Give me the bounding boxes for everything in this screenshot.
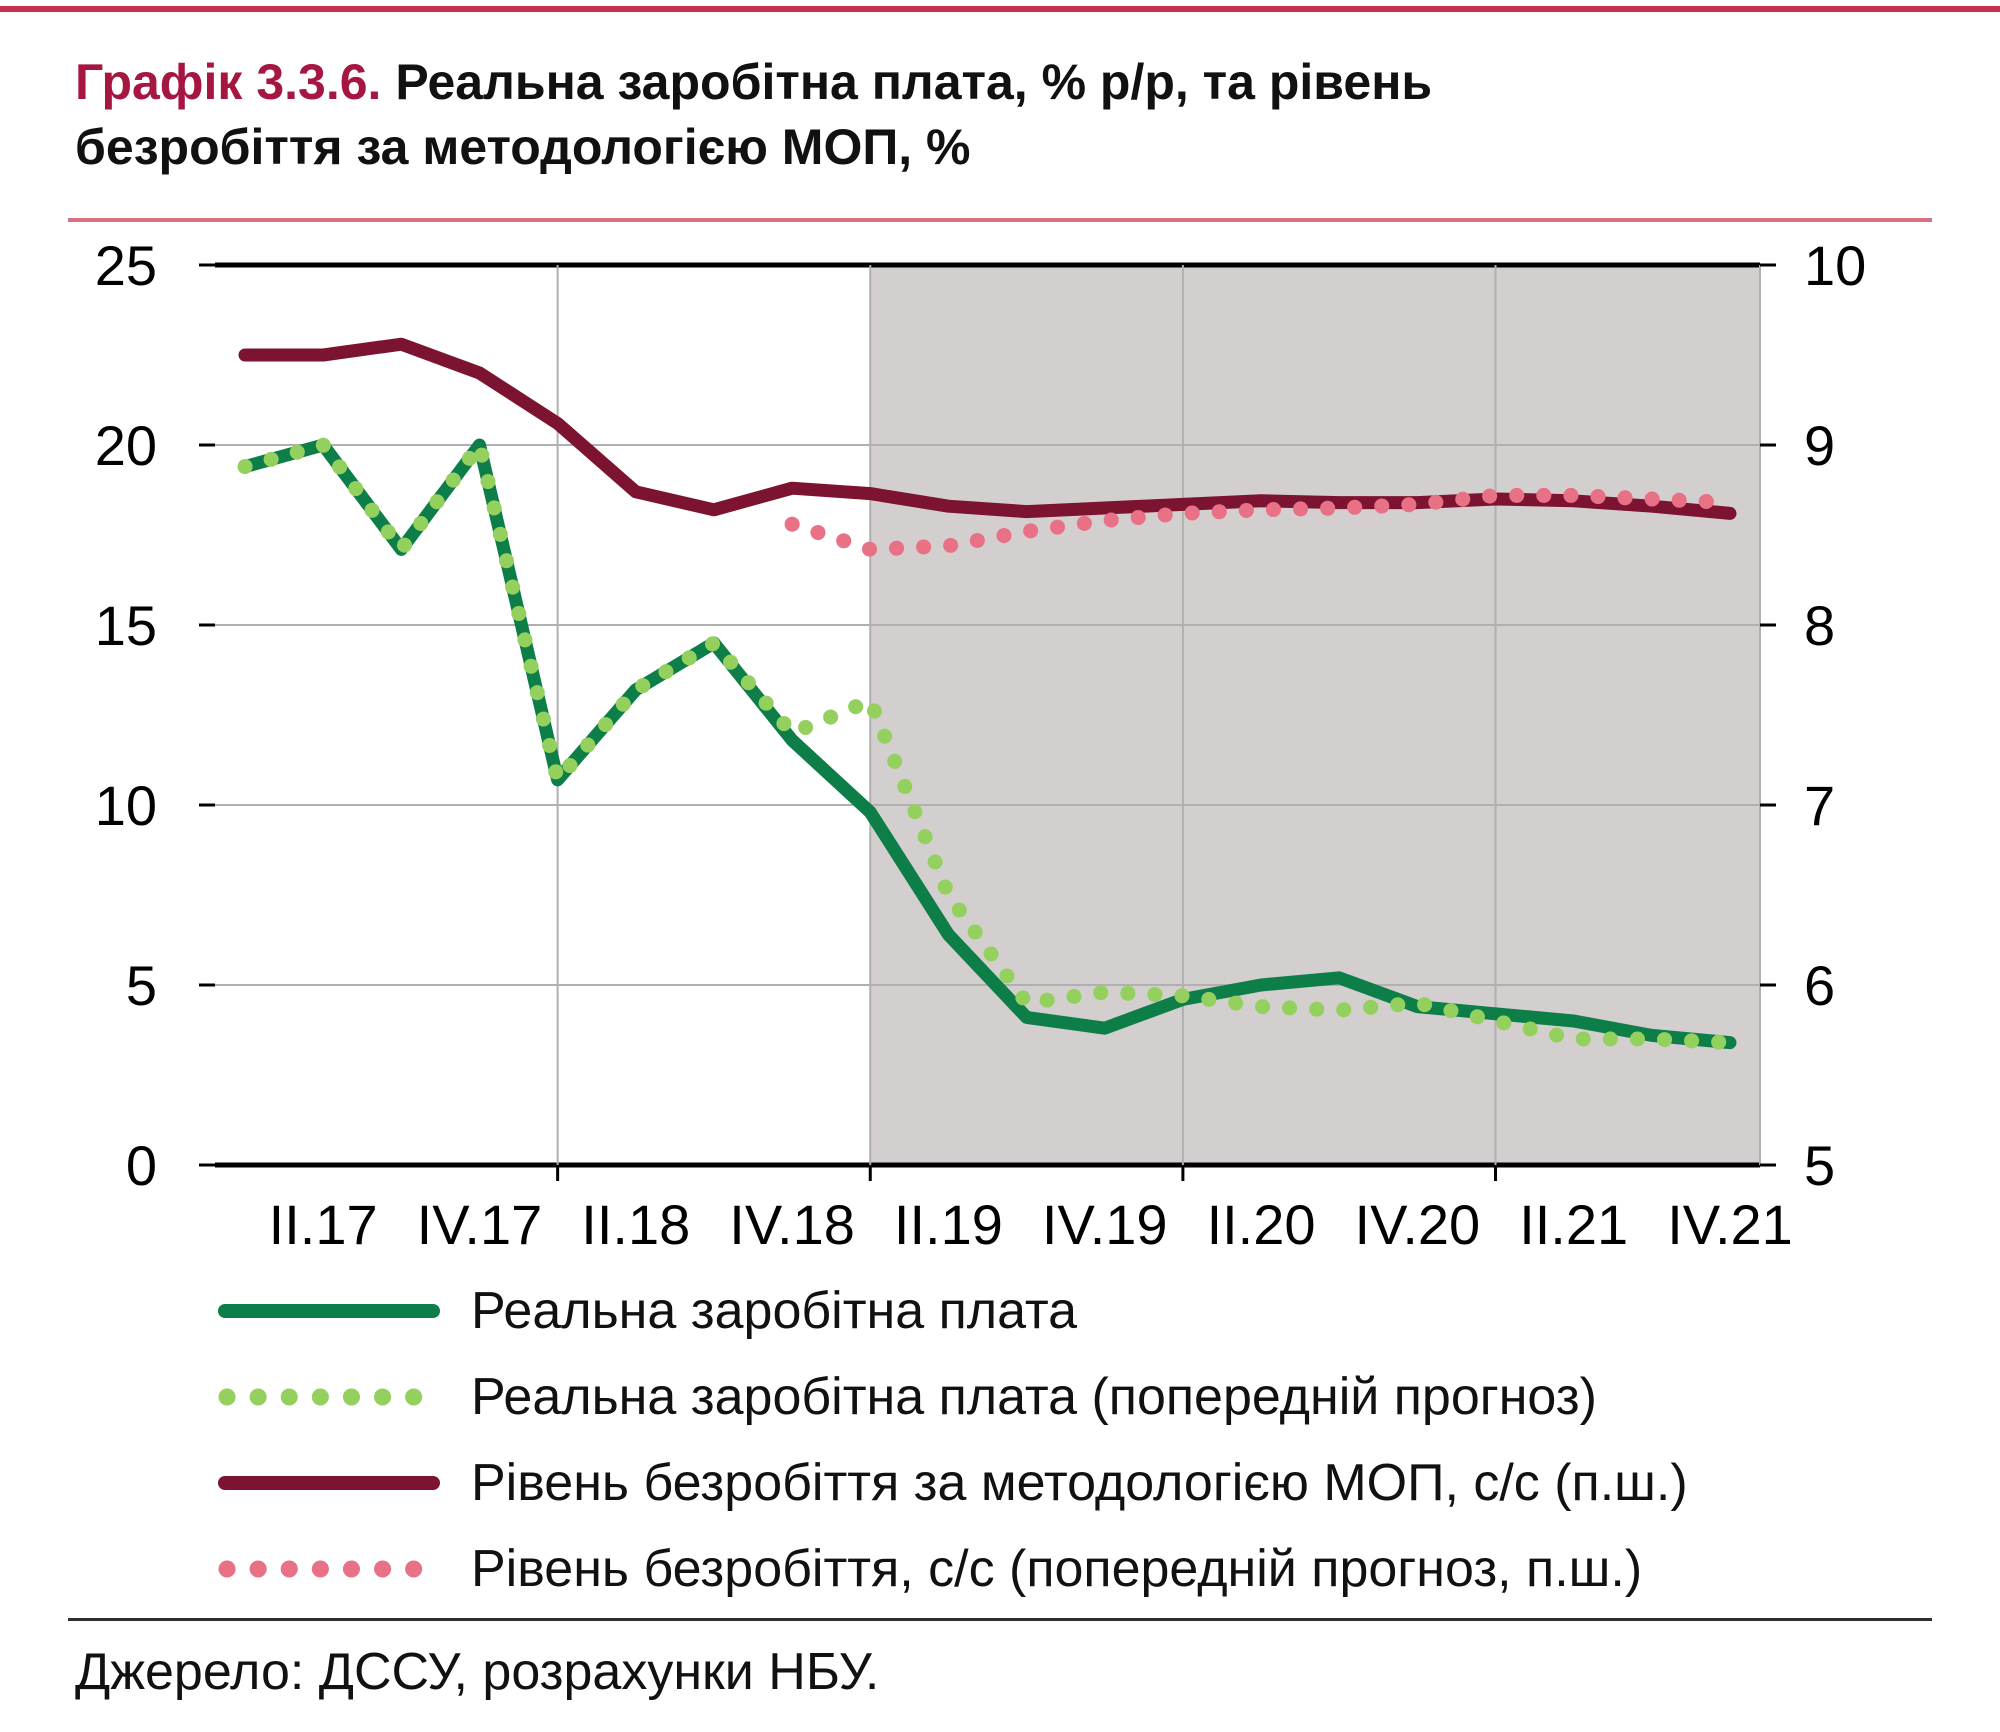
left-axis-label: 0 bbox=[126, 1134, 157, 1197]
chart-title: Графік 3.3.6. Реальна заробітна плата, %… bbox=[75, 50, 1635, 180]
title-underline bbox=[68, 218, 1932, 222]
legend-dotted-pink-line-icon bbox=[218, 1560, 442, 1578]
series-line-3 bbox=[784, 487, 1738, 557]
legend-label: Реальна заробітна плата (попередній прог… bbox=[471, 1368, 1597, 1426]
x-axis-label: II.19 bbox=[894, 1193, 1003, 1256]
chart-number: Графік 3.3.6. bbox=[75, 54, 382, 110]
series-line-1 bbox=[237, 427, 1738, 1051]
left-axis-label: 15 bbox=[95, 594, 157, 657]
legend-label: Рівень безробіття, с/с (попередній прогн… bbox=[471, 1540, 1643, 1598]
x-axis-label: II.20 bbox=[1207, 1193, 1316, 1256]
left-axis-label: 10 bbox=[95, 774, 157, 837]
series-line-2 bbox=[238, 337, 1737, 520]
x-axis-label: II.18 bbox=[581, 1193, 690, 1256]
legend-item-real-wage-forecast: Реальна заробітна плата (попередній прог… bbox=[213, 1354, 1688, 1440]
right-axis-label: 8 bbox=[1804, 594, 1835, 657]
x-axis-label: II.21 bbox=[1519, 1193, 1628, 1256]
right-axis-label: 9 bbox=[1804, 414, 1835, 477]
chart-title-text: Реальна заробітна плата, % р/р, та рівен… bbox=[75, 54, 1433, 175]
legend-solid-green-line-icon bbox=[218, 1304, 440, 1318]
legend-item-unemployment-forecast: Рівень безробіття, с/с (попередній прогн… bbox=[213, 1526, 1688, 1612]
x-axis-label: IV.20 bbox=[1355, 1193, 1481, 1256]
right-axis-label: 6 bbox=[1804, 954, 1835, 1017]
legend-item-unemployment: Рівень безробіття за методологією МОП, с… bbox=[213, 1440, 1688, 1526]
legend-item-real-wage: Реальна заробітна плата bbox=[213, 1268, 1688, 1354]
legend-label: Реальна заробітна плата bbox=[471, 1282, 1078, 1340]
source-note: Джерело: ДССУ, розрахунки НБУ. bbox=[75, 1643, 880, 1701]
legend-dotted-green-line-icon bbox=[218, 1388, 442, 1406]
x-axis-label: IV.17 bbox=[417, 1193, 543, 1256]
x-axis-label: IV.19 bbox=[1042, 1193, 1168, 1256]
right-axis-label: 7 bbox=[1804, 774, 1835, 837]
page-top-rule bbox=[0, 6, 2000, 12]
right-axis-label: 5 bbox=[1804, 1134, 1835, 1197]
left-axis-label: 5 bbox=[126, 954, 157, 1017]
left-axis-label: 25 bbox=[95, 234, 157, 297]
source-divider bbox=[68, 1618, 1932, 1621]
x-axis-label: IV.21 bbox=[1667, 1193, 1793, 1256]
right-axis-label: 10 bbox=[1804, 234, 1866, 297]
legend: Реальна заробітна плата Реальна заробітн… bbox=[213, 1268, 1688, 1612]
x-axis-label: IV.18 bbox=[729, 1193, 855, 1256]
left-axis-label: 20 bbox=[95, 414, 157, 477]
x-axis-label: II.17 bbox=[269, 1193, 378, 1256]
legend-label: Рівень безробіття за методологією МОП, с… bbox=[471, 1454, 1688, 1512]
legend-solid-maroon-line-icon bbox=[218, 1476, 440, 1490]
